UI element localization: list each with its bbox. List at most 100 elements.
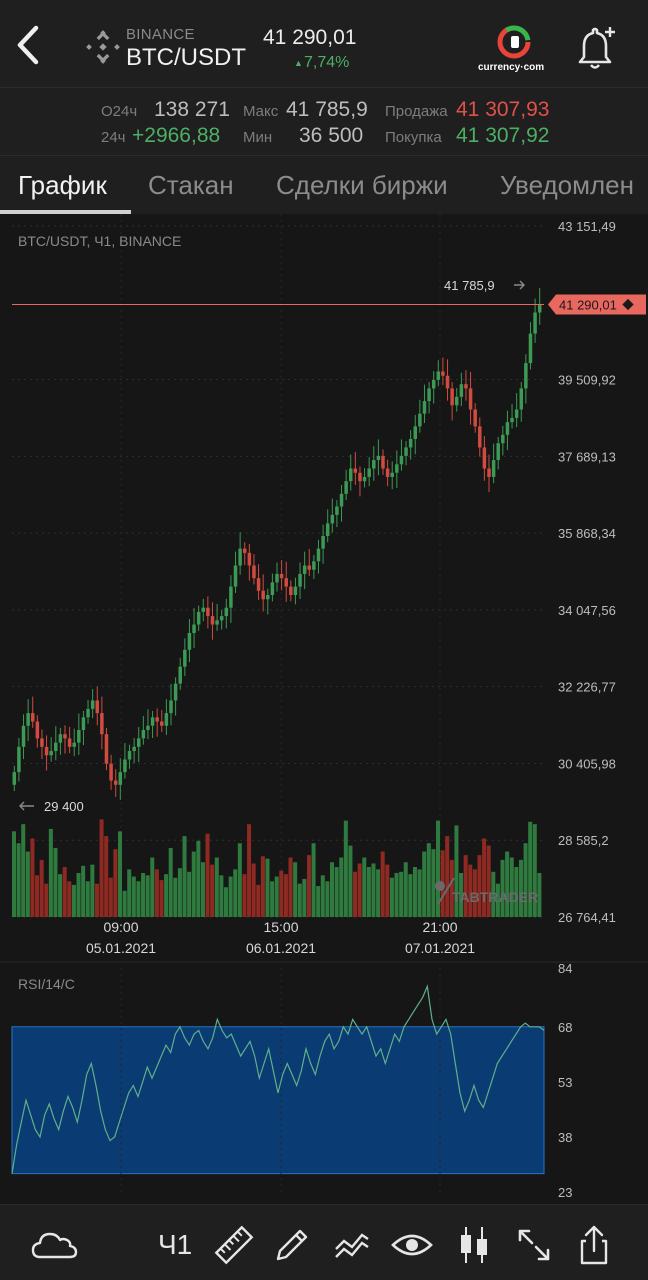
high-label: Макс: [243, 103, 279, 120]
candles-icon[interactable]: [452, 1223, 496, 1267]
bid-value: 41 307,92: [456, 124, 550, 147]
candle: [501, 434, 505, 444]
y-tick-label: 39 509,92: [558, 373, 616, 388]
pencil-icon[interactable]: [270, 1223, 314, 1267]
candle: [487, 468, 491, 477]
bid-label: Покупка: [385, 129, 442, 146]
current-price-tag: [548, 294, 646, 315]
candle: [307, 565, 312, 570]
volume-bar: [150, 857, 155, 917]
price-change: 7,74%: [304, 54, 349, 72]
volume-bar: [90, 864, 95, 917]
candle: [514, 409, 519, 418]
tab-alerts[interactable]: Уведомлен: [500, 170, 634, 200]
volume-bar: [518, 859, 523, 917]
candle: [519, 388, 524, 410]
candle: [173, 683, 178, 701]
candle: [427, 388, 431, 402]
candle: [95, 700, 100, 714]
volume-bar: [389, 877, 394, 917]
x-tick-date: 05.01.2021: [86, 940, 156, 956]
candle: [242, 548, 247, 553]
candle: [339, 493, 344, 507]
candle: [418, 413, 422, 427]
tab-order-book[interactable]: Стакан: [148, 170, 234, 200]
volume-bar: [316, 886, 321, 917]
volume-bar: [214, 857, 219, 917]
volume-bar: [320, 875, 325, 917]
candle: [404, 447, 408, 456]
share-icon[interactable]: [572, 1223, 616, 1267]
low-label: Мин: [243, 129, 273, 146]
current-price-label: 41 290,01: [559, 297, 617, 312]
bell-add-icon[interactable]: [570, 24, 620, 74]
candle: [316, 548, 321, 562]
volume-bar: [468, 864, 473, 917]
volume-bar: [343, 820, 348, 917]
volume-bar: [182, 836, 187, 917]
fullscreen-icon[interactable]: [512, 1223, 556, 1267]
candle: [344, 481, 348, 494]
tab-chart[interactable]: График: [18, 170, 107, 200]
candle: [399, 455, 404, 465]
volume-bar: [293, 862, 298, 917]
tabtrader-logo-icon: [437, 877, 455, 905]
rsi-y-tick-label: 38: [558, 1130, 572, 1145]
pair-name[interactable]: BTC/USDT: [126, 44, 246, 71]
tab-trades[interactable]: Сделки биржи: [276, 170, 448, 200]
volume-bar: [454, 825, 459, 917]
high-value: 41 785,9: [286, 98, 368, 121]
candle: [178, 666, 182, 684]
candle: [192, 624, 196, 633]
currency-com-logo-icon[interactable]: [474, 24, 554, 76]
back-icon[interactable]: [8, 22, 48, 68]
candle: [395, 464, 399, 473]
volume-bar: [108, 877, 113, 917]
eye-icon[interactable]: [390, 1223, 434, 1267]
bottom-toolbar: Ч1: [0, 1204, 648, 1280]
indicators-icon[interactable]: [330, 1223, 374, 1267]
low-marker-label: 29 400: [44, 799, 84, 814]
volume-bar: [136, 881, 141, 917]
candle: [289, 586, 293, 596]
volume-bar: [532, 824, 537, 917]
exchange-name: BINANCE: [126, 26, 195, 43]
x-tick-date: 06.01.2021: [246, 940, 316, 956]
y-tick-label: 26 764,41: [558, 910, 616, 925]
cloud-icon[interactable]: [30, 1223, 78, 1267]
candle: [141, 729, 146, 739]
candle: [408, 439, 413, 448]
y-tick-label: 34 047,56: [558, 603, 616, 618]
candle: [247, 552, 252, 566]
price-chart[interactable]: 43 151,49 39 509,92 37 689,13 35 868,34 34 0…: [0, 214, 648, 1204]
candle: [473, 409, 477, 427]
volume-value: 138 271: [154, 98, 230, 121]
volume-bar: [35, 875, 40, 917]
price-change-value: 7,74%: [304, 54, 350, 71]
volume-bar: [12, 831, 17, 917]
volume-bar: [260, 856, 265, 917]
volume-bar: [486, 845, 491, 917]
ruler-icon[interactable]: [212, 1223, 256, 1267]
volume-bar: [53, 847, 58, 917]
candle: [54, 742, 58, 752]
candle: [67, 738, 72, 747]
candle: [183, 649, 187, 667]
candle: [63, 734, 67, 739]
change-up-icon: ▲: [294, 58, 303, 68]
volume-bar: [408, 874, 413, 917]
candle: [215, 620, 219, 625]
candle: [81, 717, 86, 730]
interval-selector[interactable]: Ч1: [158, 1229, 193, 1260]
app-header: BINANCE BTC/USDT 41 290,01 ▲ 7,74% curre…: [0, 0, 648, 88]
volume-bar: [431, 849, 436, 917]
volume-bar: [399, 871, 404, 917]
candle: [431, 379, 436, 389]
candle: [109, 763, 113, 781]
candle: [210, 616, 215, 625]
candle: [464, 384, 468, 389]
volume-bar: [237, 843, 242, 917]
rsi-y-tick-label: 23: [558, 1185, 572, 1200]
candle: [312, 561, 316, 570]
volume-bar: [71, 884, 76, 917]
